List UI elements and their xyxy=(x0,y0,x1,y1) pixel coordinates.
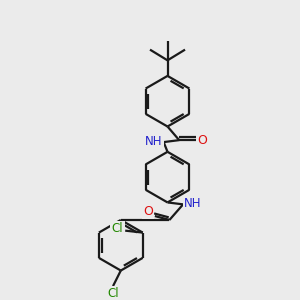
Text: Cl: Cl xyxy=(112,222,123,235)
Text: O: O xyxy=(198,134,208,147)
Text: O: O xyxy=(143,205,153,218)
Text: Cl: Cl xyxy=(107,287,119,300)
Text: NH: NH xyxy=(145,135,163,148)
Text: NH: NH xyxy=(184,197,202,210)
